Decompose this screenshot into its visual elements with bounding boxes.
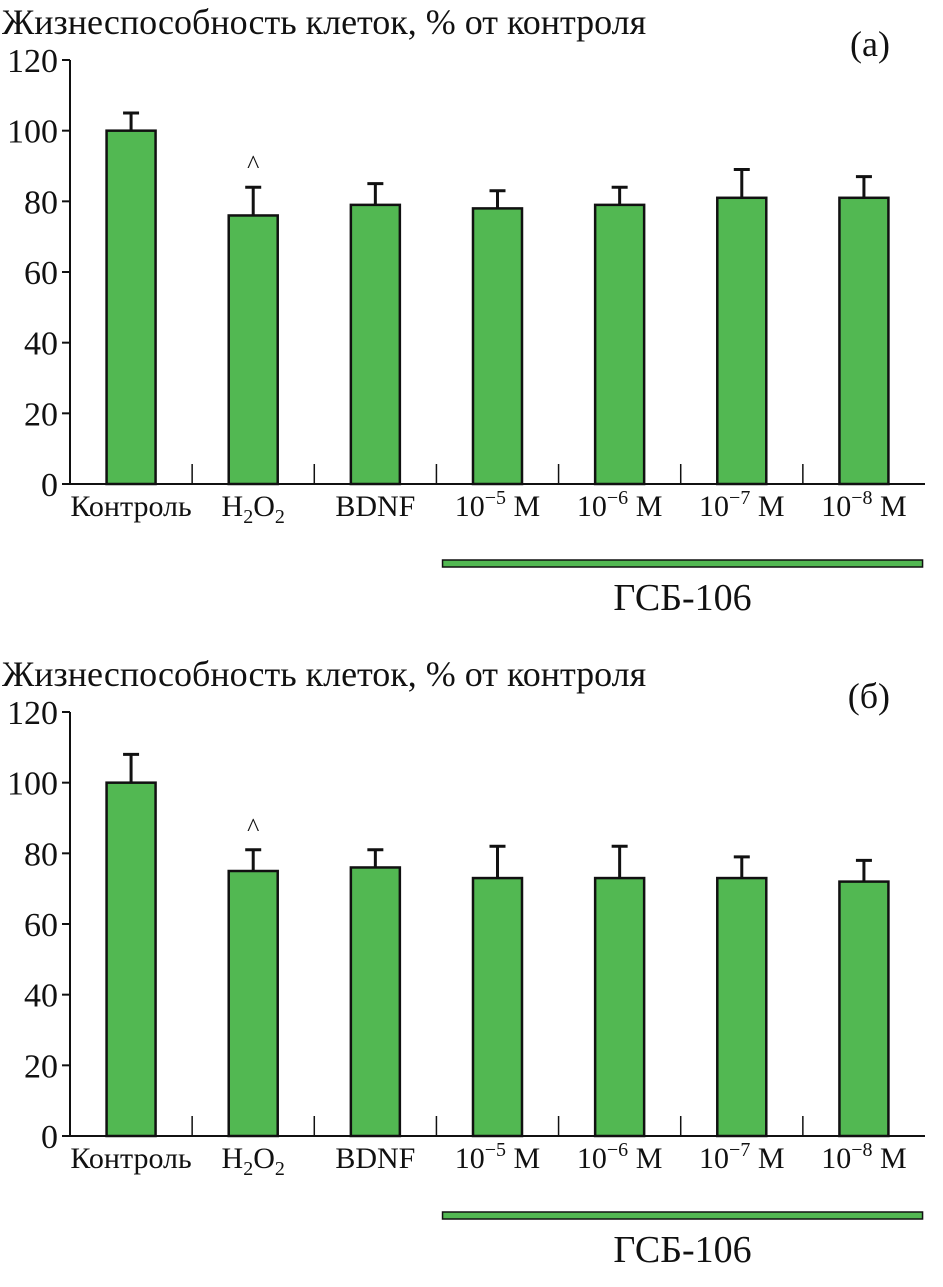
significance-marker: ^ — [247, 813, 259, 842]
bar — [227, 869, 279, 1138]
y-tick-label: 0 — [41, 1119, 58, 1156]
y-tick-label: 40 — [24, 978, 58, 1015]
x-tick-label: H2O2 — [222, 1142, 285, 1180]
bar — [105, 129, 157, 486]
bar — [716, 196, 768, 486]
panel-b: Жизнеспособность клеток, % от контроля (б… — [0, 652, 943, 1287]
y-tick-label: 100 — [7, 766, 58, 803]
bar — [227, 214, 279, 486]
bar — [593, 203, 646, 486]
x-tick-label: 10−5 М — [455, 487, 540, 523]
x-tick-label: 10−6 М — [577, 1139, 662, 1175]
y-axis-title: Жизнеспособность клеток, % от контроля — [2, 654, 646, 694]
group-bracket — [441, 1211, 924, 1220]
y-axis-title: Жизнеспособность клеток, % от контроля — [2, 2, 646, 42]
x-tick-label: BDNF — [335, 1142, 415, 1175]
x-tick-label: Контроль — [70, 1142, 191, 1175]
y-tick-label: 40 — [24, 326, 58, 363]
x-tick-label: 10−5 М — [455, 1139, 540, 1175]
y-tick-label: 80 — [24, 836, 58, 873]
y-tick-label: 100 — [7, 114, 58, 151]
significance-marker: ^ — [247, 150, 259, 179]
panel-label: (а) — [850, 24, 890, 64]
x-tick-label: 10−7 М — [699, 1139, 784, 1175]
y-tick-label: 0 — [41, 467, 58, 504]
bar — [593, 876, 646, 1138]
bar — [838, 880, 890, 1138]
x-tick-label: 10−7 М — [699, 487, 784, 523]
bar-chart-a: Жизнеспособность клеток, % от контроля (а… — [2, 2, 925, 619]
x-tick-label: Контроль — [70, 490, 191, 523]
y-tick-label: 80 — [24, 184, 58, 221]
panel-a: Жизнеспособность клеток, % от контроля (а… — [0, 0, 943, 635]
y-tick-label: 120 — [7, 43, 58, 80]
y-tick-label: 60 — [24, 907, 58, 944]
bar-chart-b: Жизнеспособность клеток, % от контроля (б… — [2, 654, 925, 1269]
x-tick-label: BDNF — [335, 490, 415, 523]
y-tick-label: 20 — [24, 396, 58, 433]
bar — [349, 203, 402, 486]
bar — [349, 866, 402, 1138]
x-tick-label: 10−8 М — [821, 487, 906, 523]
bar — [716, 876, 768, 1138]
x-tick-label: H2O2 — [222, 490, 285, 528]
y-tick-label: 20 — [24, 1048, 58, 1085]
x-tick-label: 10−8 М — [821, 1139, 906, 1175]
panel-label: (б) — [848, 676, 890, 716]
bar — [471, 876, 524, 1138]
y-tick-label: 60 — [24, 255, 58, 292]
x-tick-label: 10−6 М — [577, 487, 662, 523]
bar — [471, 207, 524, 486]
bar — [105, 781, 157, 1138]
group-label: ГСБ-106 — [613, 577, 751, 619]
y-tick-label: 120 — [7, 695, 58, 732]
bar — [838, 196, 890, 486]
group-bracket — [441, 559, 924, 568]
group-label: ГСБ-106 — [613, 1229, 751, 1269]
